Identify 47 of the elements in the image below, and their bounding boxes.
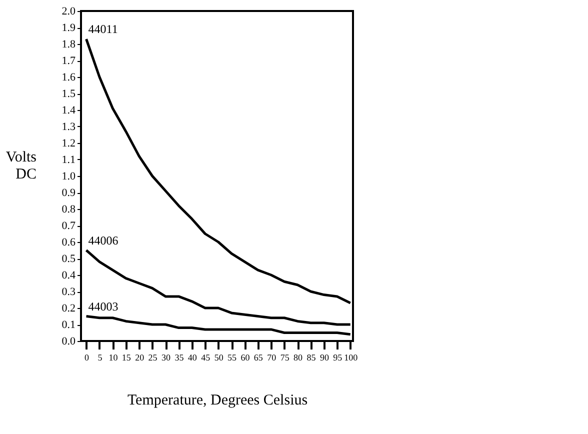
y-tick-label: 1.8: [62, 38, 76, 50]
x-tick-label: 60: [240, 352, 250, 362]
x-tick-label: 75: [280, 352, 290, 362]
y-tick-label: 1.5: [62, 88, 76, 100]
x-tick-label: 35: [174, 352, 184, 362]
series-label: 44011: [88, 22, 118, 36]
x-tick-label: 30: [162, 352, 172, 362]
y-tick-label: 1.6: [62, 72, 76, 84]
x-tick-label: 65: [254, 352, 264, 362]
x-tick-label: 40: [188, 352, 198, 362]
y-tick-label: 0.2: [62, 302, 76, 314]
y-tick-label: 1.2: [62, 138, 76, 150]
x-tick-label: 100: [344, 352, 358, 362]
x-axis-title: Temperature, Degrees Celsius: [127, 392, 308, 408]
x-tick-label: 0: [84, 352, 90, 362]
x-tick-label: 50: [214, 352, 224, 362]
y-tick-label: 1.0: [62, 170, 76, 182]
x-tick-label: 95: [333, 352, 343, 362]
y-tick-label: 1.9: [62, 22, 76, 34]
x-tick-label: 80: [294, 352, 304, 362]
x-tick-label: 85: [306, 352, 316, 362]
x-tick-label: 25: [148, 352, 158, 362]
x-tick-label: 5: [98, 352, 103, 362]
x-tick-label: 70: [267, 352, 277, 362]
y-tick-label: 0.8: [62, 204, 76, 216]
y-tick-label: 0.9: [62, 187, 76, 199]
y-tick-label: 0.5: [62, 253, 76, 265]
y-axis-title: Volts DC: [6, 150, 37, 182]
y-tick-label: 2.0: [62, 6, 76, 18]
x-tick-label: 20: [135, 352, 145, 362]
y-tick-label: 0.6: [62, 236, 76, 248]
y-tick-label: 1.7: [62, 55, 76, 67]
series-label: 44006: [88, 233, 118, 248]
x-tick-label: 90: [320, 352, 330, 362]
x-tick-label: 55: [228, 352, 238, 362]
x-tick-label: 10: [108, 352, 118, 362]
x-tick-label: 15: [122, 352, 132, 362]
y-tick-label: 0.0: [62, 336, 76, 348]
y-tick-label: 1.3: [62, 121, 76, 133]
x-tick-label: 45: [201, 352, 211, 362]
y-tick-label: 0.7: [62, 220, 76, 232]
series-label: 44003: [88, 299, 118, 314]
y-tick-label: 0.3: [62, 286, 76, 298]
y-tick-label: 1.1: [62, 154, 76, 166]
y-tick-label: 1.4: [62, 104, 76, 116]
y-tick-label: 0.1: [62, 319, 76, 331]
y-tick-label: 0.4: [62, 270, 76, 282]
